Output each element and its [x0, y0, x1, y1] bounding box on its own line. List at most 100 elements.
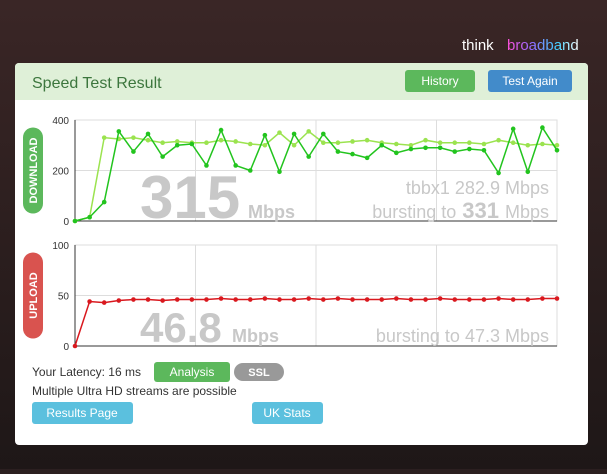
data-point — [204, 163, 209, 168]
ssl-label: SSL — [248, 367, 270, 379]
data-point — [540, 141, 545, 147]
y-tick-label: 400 — [52, 116, 69, 127]
label-pill — [23, 252, 43, 339]
data-point — [554, 148, 560, 153]
download-speed: 315 — [140, 164, 240, 231]
data-point — [321, 131, 326, 137]
data-point — [408, 142, 414, 148]
y-tick-label: 50 — [58, 292, 70, 303]
data-point — [72, 218, 78, 224]
data-point — [481, 297, 487, 302]
data-point — [510, 126, 516, 132]
data-point — [510, 140, 516, 146]
data-point — [525, 142, 531, 148]
data-point — [364, 297, 370, 302]
charts: 0 200 400 DOWNLOAD 0 50 100 UPLOAD — [23, 116, 560, 353]
data-point — [131, 149, 136, 154]
data-point — [291, 297, 297, 302]
data-point — [131, 297, 136, 302]
data-point — [350, 297, 355, 302]
y-tick-label: 0 — [63, 217, 69, 228]
latency: Your Latency: 16 ms — [32, 365, 141, 379]
test-again-button[interactable] — [488, 70, 572, 92]
data-point — [554, 142, 560, 148]
results-button[interactable] — [32, 402, 133, 424]
data-point — [262, 142, 268, 148]
upload-burst: bursting to 47.3 Mbps — [376, 326, 549, 346]
data-point — [335, 296, 341, 301]
data-point — [481, 148, 487, 153]
data-point — [233, 139, 238, 144]
data-point — [452, 297, 458, 302]
stats-button[interactable] — [252, 402, 323, 424]
data-point — [218, 296, 224, 301]
y-tick-label: 100 — [52, 241, 69, 252]
data-point — [247, 168, 253, 173]
series-line — [74, 130, 558, 222]
data-point — [277, 169, 282, 175]
data-point — [218, 127, 224, 133]
data-point — [321, 297, 326, 302]
upload-unit: Mbps — [232, 326, 279, 346]
download-server: tbbx1 282.9 Mbps — [406, 178, 549, 198]
stats-label[interactable]: UK Stats — [263, 406, 310, 420]
data-point — [247, 297, 253, 302]
test-again-label[interactable]: Test Again — [502, 74, 557, 88]
data-point — [116, 129, 122, 134]
data-point — [87, 214, 92, 220]
data-point — [525, 169, 531, 175]
data-point — [540, 125, 545, 130]
data-point — [481, 141, 487, 147]
data-point — [116, 298, 122, 303]
logo-broadband: broadband — [507, 37, 579, 54]
data-point — [160, 154, 165, 159]
history-button[interactable] — [405, 70, 475, 92]
data-point — [350, 151, 355, 157]
data-point — [437, 296, 443, 301]
data-point — [131, 135, 136, 140]
data-point — [233, 297, 238, 302]
series-line — [74, 125, 558, 222]
data-point — [233, 163, 238, 168]
data-point — [101, 300, 107, 305]
data-point — [291, 142, 297, 148]
data-point — [204, 297, 209, 302]
data-point — [277, 130, 282, 135]
data-point — [379, 297, 385, 302]
data-point — [379, 142, 385, 148]
data-point — [247, 141, 253, 147]
data-point — [174, 297, 180, 302]
data-point — [306, 129, 311, 134]
data-point — [540, 296, 545, 301]
data-point — [437, 140, 443, 146]
y-tick-label: 0 — [63, 342, 69, 353]
data-point — [145, 137, 151, 143]
data-point — [364, 137, 370, 143]
data-point — [335, 140, 341, 146]
data-point — [72, 343, 78, 349]
data-point — [467, 140, 472, 146]
results-label[interactable]: Results Page — [46, 406, 118, 420]
data-point — [364, 155, 370, 161]
analysis-button[interactable] — [154, 362, 230, 382]
data-point — [408, 146, 414, 152]
data-point — [174, 142, 180, 148]
data-point — [321, 140, 326, 146]
data-point — [394, 296, 399, 301]
chart-label: DOWNLOAD — [28, 137, 40, 203]
data-point — [160, 298, 165, 303]
data-point — [452, 140, 458, 146]
data-point — [145, 297, 151, 302]
chart-label: UPLOAD — [28, 272, 40, 319]
data-point — [394, 141, 399, 147]
analysis-label[interactable]: Analysis — [170, 365, 215, 379]
logo-think: think — [462, 37, 494, 54]
history-label[interactable]: History — [421, 74, 458, 88]
data-point — [189, 297, 195, 302]
data-point — [554, 296, 560, 301]
data-point — [291, 131, 297, 137]
data-point — [467, 297, 472, 302]
data-point — [218, 137, 224, 143]
